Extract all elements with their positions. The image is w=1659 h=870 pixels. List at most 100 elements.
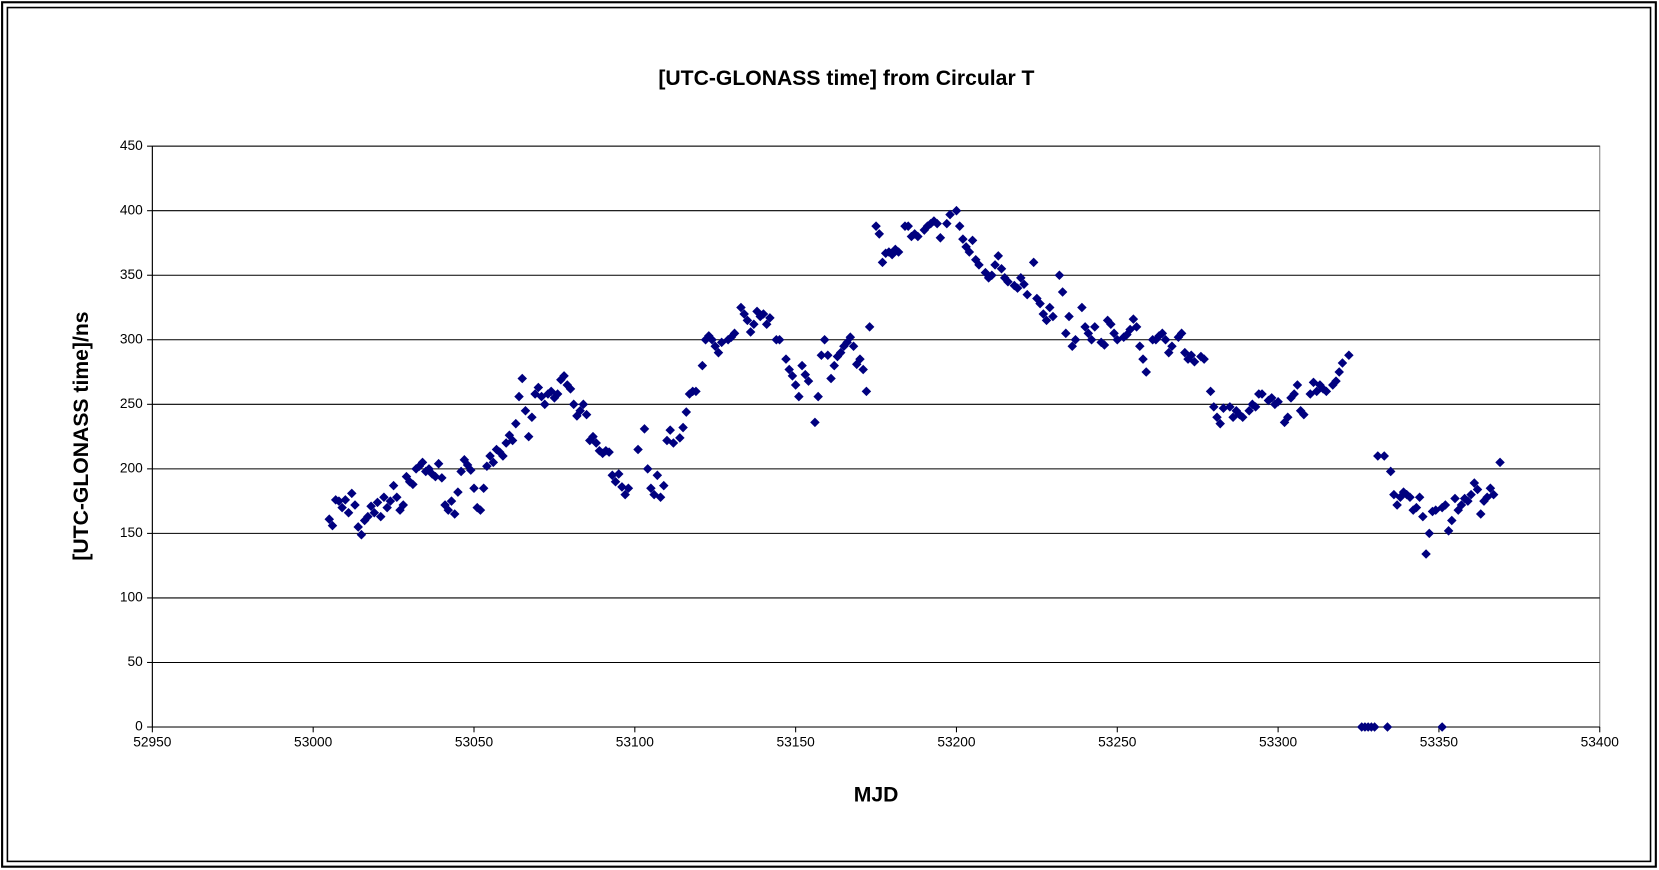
point [417, 457, 428, 468]
y-tick-label: 100 [120, 590, 143, 605]
point [565, 384, 576, 394]
point [935, 233, 946, 243]
point [823, 350, 833, 361]
point [1186, 350, 1197, 361]
x-tick-label: 53250 [1098, 735, 1137, 750]
point [1456, 500, 1467, 510]
point [430, 471, 441, 482]
point [446, 496, 457, 506]
x-axis-label: MJD [854, 783, 899, 806]
point [1421, 549, 1431, 559]
point [337, 502, 347, 513]
point [1212, 412, 1222, 422]
point [504, 430, 515, 441]
point [790, 380, 801, 390]
x-tick-label: 53300 [1259, 735, 1298, 750]
point [1205, 386, 1216, 397]
point [652, 470, 663, 481]
point [1331, 376, 1341, 386]
point [617, 482, 627, 492]
point [388, 480, 399, 491]
point [749, 319, 759, 330]
point [1469, 478, 1480, 488]
point [758, 309, 769, 319]
point [408, 479, 418, 490]
point [1070, 335, 1081, 345]
point [1131, 322, 1142, 332]
point [1463, 496, 1473, 506]
point [1414, 492, 1425, 503]
point [967, 235, 978, 246]
point [1289, 389, 1299, 399]
point [482, 461, 492, 472]
point [533, 382, 544, 393]
point [864, 322, 875, 332]
point [347, 488, 357, 499]
y-tick-label: 400 [120, 202, 143, 217]
point [1090, 322, 1100, 332]
point [1135, 341, 1145, 351]
point [559, 371, 569, 381]
point [372, 497, 383, 508]
point [729, 328, 740, 339]
point [1266, 393, 1277, 403]
point [1044, 302, 1055, 313]
point [1106, 319, 1116, 330]
point [478, 483, 489, 493]
point [1128, 314, 1139, 324]
point [1495, 457, 1505, 468]
point [1199, 354, 1209, 364]
point [932, 218, 942, 229]
point [552, 389, 563, 399]
point [1048, 311, 1058, 322]
point [1067, 341, 1078, 351]
point [1466, 489, 1476, 500]
point [1086, 335, 1097, 345]
point [1379, 451, 1390, 461]
point [385, 496, 396, 506]
point [678, 422, 688, 433]
point [379, 492, 389, 503]
point [1244, 406, 1254, 416]
point [1138, 354, 1148, 364]
point [813, 391, 823, 402]
point [816, 350, 827, 361]
point [540, 399, 550, 410]
point [353, 522, 363, 532]
point [581, 409, 592, 420]
point [742, 315, 753, 326]
point [787, 371, 798, 381]
point [1028, 257, 1039, 268]
point [1077, 302, 1087, 313]
point [610, 477, 621, 487]
point [1488, 489, 1499, 500]
point [591, 438, 601, 448]
point [1257, 389, 1267, 399]
y-tick-label: 350 [120, 267, 143, 282]
point [392, 492, 402, 503]
point [1057, 287, 1068, 297]
point [710, 341, 720, 351]
point [350, 500, 360, 510]
point [1189, 356, 1200, 367]
point [1038, 309, 1049, 319]
point [1250, 402, 1261, 412]
y-tick-label: 450 [120, 138, 143, 153]
point [1440, 500, 1451, 510]
point [942, 218, 952, 229]
y-tick-label: 50 [128, 654, 144, 669]
point [1443, 526, 1454, 536]
y-axis-label: [UTC-GLONASS time]/ns [70, 311, 93, 560]
point [951, 205, 962, 216]
point [523, 431, 534, 442]
point [340, 495, 351, 505]
point [974, 260, 984, 270]
point [1160, 335, 1171, 345]
point [466, 465, 476, 475]
plot-area [151, 145, 1601, 728]
point [575, 406, 585, 416]
point [443, 505, 454, 515]
point [469, 483, 479, 493]
